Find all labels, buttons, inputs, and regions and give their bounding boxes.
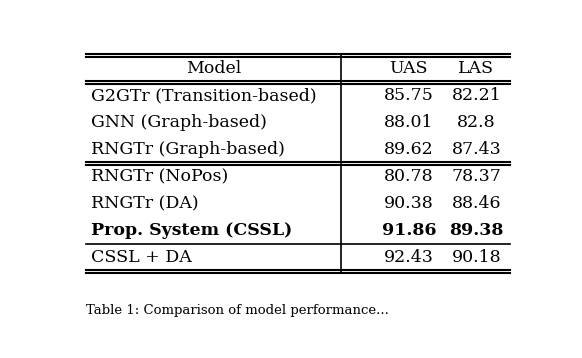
Text: 80.78: 80.78 (384, 168, 434, 185)
Text: 87.43: 87.43 (452, 141, 501, 159)
Text: LAS: LAS (459, 61, 495, 77)
Text: G2GTr (Transition-based): G2GTr (Transition-based) (91, 87, 317, 105)
Text: Prop. System (CSSL): Prop. System (CSSL) (91, 222, 292, 240)
Text: RNGTr (DA): RNGTr (DA) (91, 195, 198, 212)
Text: GNN (Graph-based): GNN (Graph-based) (91, 115, 267, 131)
Text: 88.46: 88.46 (452, 195, 501, 212)
Text: 82.21: 82.21 (452, 87, 501, 105)
Text: 90.38: 90.38 (384, 195, 434, 212)
Text: 90.18: 90.18 (452, 250, 501, 266)
Text: 89.62: 89.62 (384, 141, 434, 159)
Text: 85.75: 85.75 (384, 87, 434, 105)
Text: 91.86: 91.86 (382, 222, 436, 240)
Text: Table 1: Comparison of model performance...: Table 1: Comparison of model performance… (86, 304, 389, 318)
Text: 88.01: 88.01 (384, 115, 434, 131)
Text: Model: Model (186, 61, 242, 77)
Text: UAS: UAS (389, 61, 428, 77)
Text: CSSL + DA: CSSL + DA (91, 250, 191, 266)
Text: 92.43: 92.43 (384, 250, 434, 266)
Text: 82.8: 82.8 (457, 115, 496, 131)
Text: 89.38: 89.38 (449, 222, 503, 240)
Text: RNGTr (Graph-based): RNGTr (Graph-based) (91, 141, 285, 159)
Text: 78.37: 78.37 (452, 168, 501, 185)
Text: RNGTr (NoPos): RNGTr (NoPos) (91, 168, 228, 185)
